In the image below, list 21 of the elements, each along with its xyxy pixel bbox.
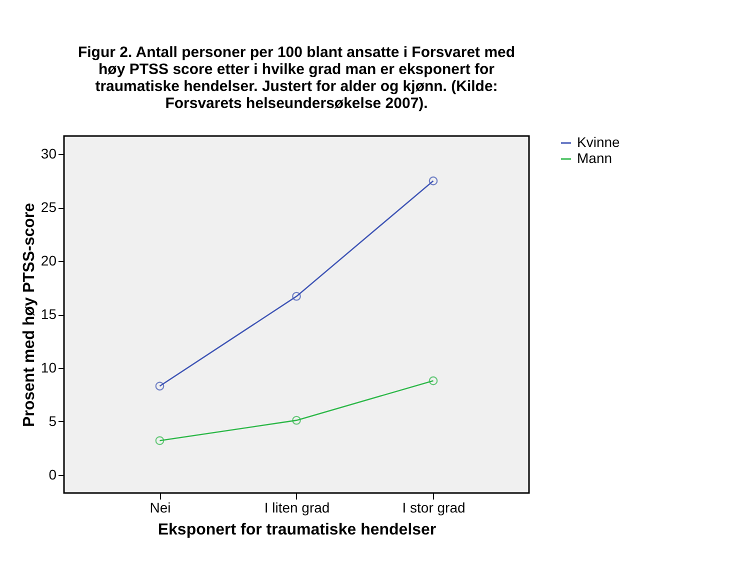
y-tick-label: 5 [48, 412, 57, 429]
point [292, 292, 301, 301]
legend-label: Mann [577, 150, 612, 166]
y-axis-title: Prosent med høy PTSS-score [20, 202, 38, 428]
x-tick-label: I liten grad [264, 500, 330, 516]
x-tick-label: I stor grad [402, 500, 466, 516]
y-tick-label: 15 [40, 306, 57, 322]
point [292, 416, 301, 425]
y-tick-label: 0 [48, 466, 57, 482]
y-tick-label: 30 [40, 146, 57, 162]
y-tick-label: 25 [40, 199, 57, 216]
point [428, 376, 438, 386]
y-tick-label: 10 [40, 359, 57, 376]
x-tick-label: Nei [150, 500, 171, 516]
point [155, 436, 164, 446]
legend-label: Kvinne [577, 134, 620, 150]
y-tick-label: 20 [40, 252, 57, 269]
chart-title: Figur 2. Antall personer per 100 blant ansatte i Forsvaret med høy PTSS score etter i hvilke grad man er eksponert for traumatiske hendelser. Justert for alder og kjønn. (Kilde: Forsvarets helseundersøkelse 2007). [78, 44, 516, 112]
point [155, 382, 164, 391]
point [428, 176, 438, 186]
x-axis-title: Eksponert for traumatiske hendelser [158, 522, 436, 538]
